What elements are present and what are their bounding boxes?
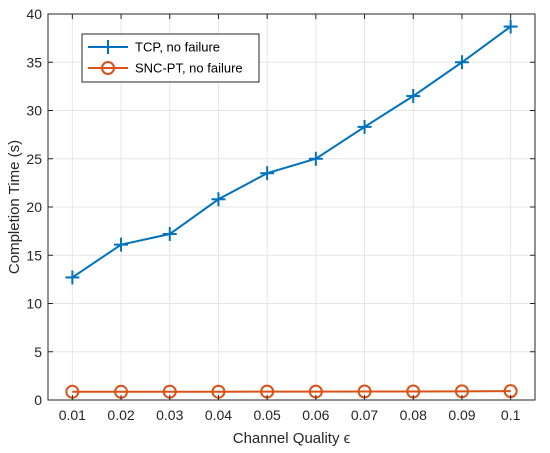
y-tick-label: 10 xyxy=(26,296,42,312)
y-tick-label: 20 xyxy=(26,199,42,215)
series-line-0 xyxy=(71,25,512,279)
axis-ticks: 0.01 0.02 0.03 0.04 0.05 0.06 0.07 0.08 0.09 0.1 0… xyxy=(26,6,535,423)
x-tick-label: 0.09 xyxy=(448,407,475,423)
x-tick-label: 0.1 xyxy=(501,407,521,423)
x-tick-label: 0.08 xyxy=(400,407,427,423)
x-tick-label: 0.04 xyxy=(205,407,232,423)
data-point-plus xyxy=(308,151,323,166)
x-tick-label: 0.06 xyxy=(302,407,329,423)
data-point-plus xyxy=(65,270,80,285)
y-tick-label: 25 xyxy=(26,151,42,167)
x-axis-label: Channel Quality ϵ xyxy=(233,430,351,447)
legend-circle-icon xyxy=(101,61,115,75)
x-tick-label: 0.03 xyxy=(156,407,183,423)
y-axis-label: Completion Time (s) xyxy=(6,140,23,274)
data-point-plus xyxy=(114,237,129,252)
x-tick-label: 0.02 xyxy=(107,407,134,423)
y-tick-label: 30 xyxy=(26,103,42,119)
y-tick-label: 40 xyxy=(26,6,42,22)
y-tick-label: 5 xyxy=(34,344,42,360)
data-point-plus xyxy=(357,119,372,134)
legend: TCP, no failure SNC-PT, no failure xyxy=(81,33,260,83)
data-point-plus xyxy=(454,55,469,70)
x-tick-label: 0.07 xyxy=(351,407,378,423)
data-point-plus xyxy=(211,192,226,207)
y-tick-label: 15 xyxy=(26,247,42,263)
y-tick-label: 0 xyxy=(34,392,42,408)
data-point-plus xyxy=(260,166,275,181)
x-tick-label: 0.05 xyxy=(254,407,281,423)
series-line-1 xyxy=(72,390,511,393)
legend-label-snc: SNC-PT, no failure xyxy=(135,61,243,76)
legend-plus-icon xyxy=(101,40,115,54)
data-point-plus xyxy=(406,89,421,104)
x-tick-label: 0.01 xyxy=(59,407,86,423)
data-point-plus xyxy=(162,227,177,242)
data-point-plus xyxy=(503,19,518,34)
y-tick-label: 35 xyxy=(26,54,42,70)
legend-label-tcp: TCP, no failure xyxy=(135,40,220,55)
